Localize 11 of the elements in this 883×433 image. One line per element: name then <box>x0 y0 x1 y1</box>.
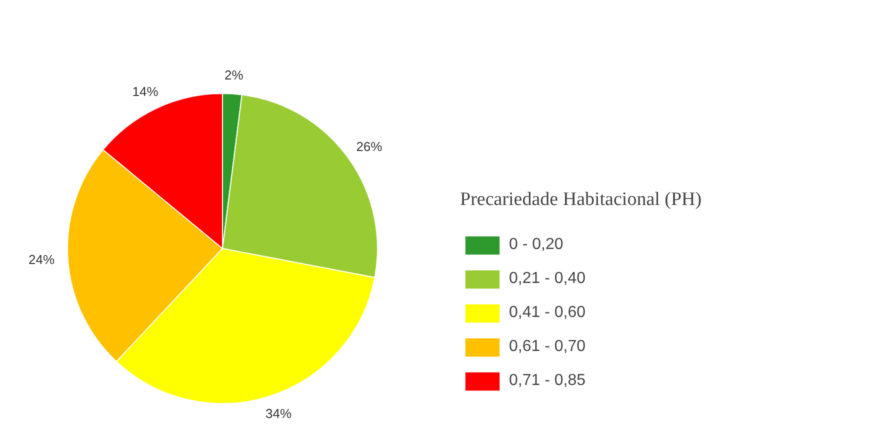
legend-label: 0,21 - 0,40 <box>509 270 586 288</box>
legend-label: 0,71 - 0,85 <box>509 372 586 390</box>
data-label: 26% <box>356 138 383 154</box>
legend-label: 0 - 0,20 <box>509 236 564 254</box>
data-label: 24% <box>28 252 55 267</box>
legend-title: Precariedade Habitacional (PH) <box>460 189 702 211</box>
data-label: 2% <box>224 68 244 83</box>
legend-label: 0,61 - 0,70 <box>509 338 586 356</box>
data-label: 14% <box>132 84 159 99</box>
legend-label: 0,41 - 0,60 <box>509 304 586 322</box>
data-label: 34% <box>266 406 292 422</box>
